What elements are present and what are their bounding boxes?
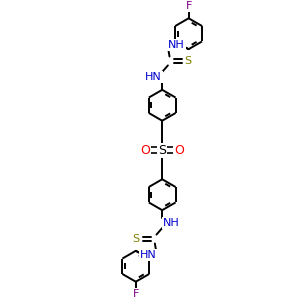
Text: HN: HN (140, 250, 156, 260)
Text: NH: NH (163, 218, 179, 228)
Text: F: F (185, 1, 192, 11)
Text: S: S (133, 234, 140, 244)
Text: NH: NH (168, 40, 185, 50)
Text: O: O (174, 143, 184, 157)
Text: O: O (140, 143, 150, 157)
Text: S: S (158, 143, 166, 157)
Text: HN: HN (145, 72, 162, 82)
Text: S: S (185, 56, 192, 66)
Text: F: F (133, 289, 139, 299)
